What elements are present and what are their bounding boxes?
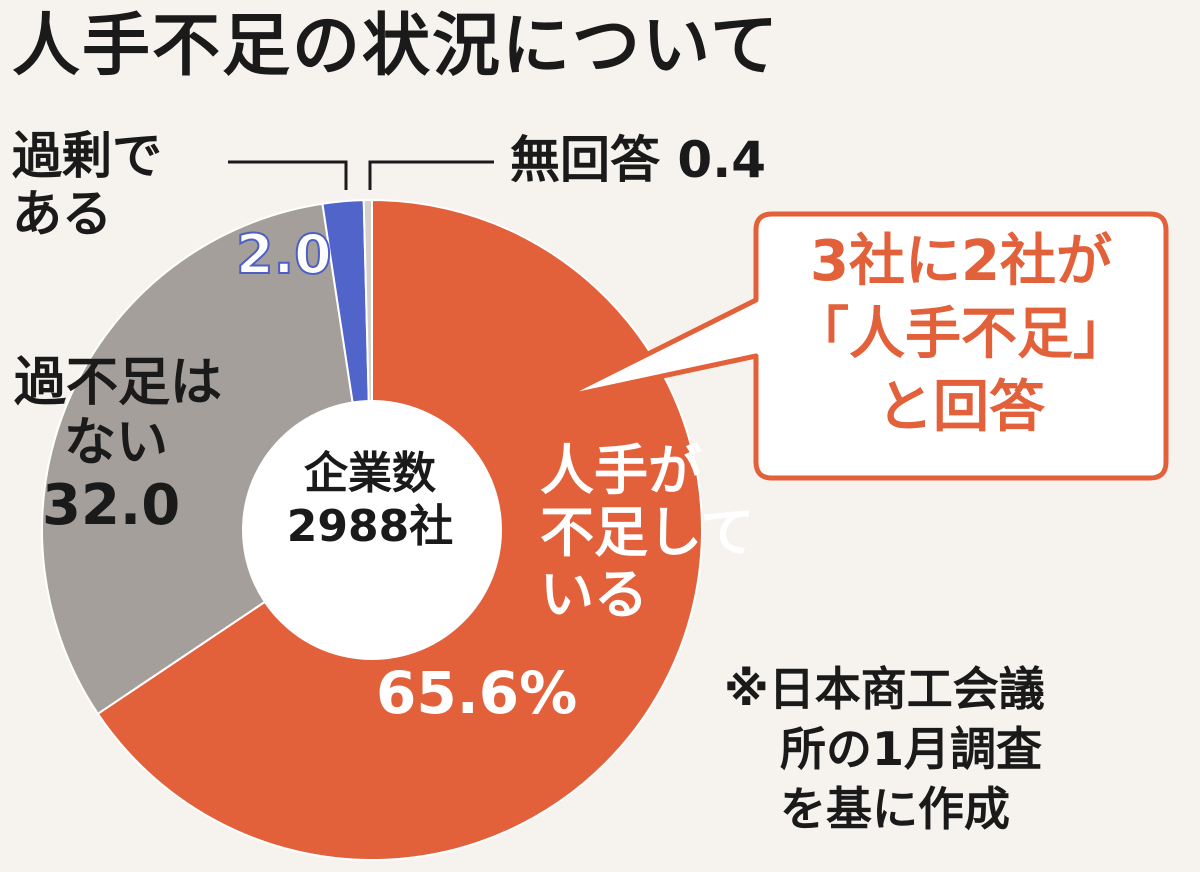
label-no-answer: 無回答 0.4 bbox=[510, 131, 766, 190]
donut-hole bbox=[242, 400, 502, 660]
label-neither-value: 32.0 bbox=[42, 472, 181, 538]
label-shortage-line-3: いる bbox=[540, 563, 648, 627]
leader-line-no-answer bbox=[368, 160, 494, 190]
center-label: 企業数 2988社 bbox=[240, 448, 500, 554]
center-label-line-1: 企業数 bbox=[304, 448, 436, 499]
source-note-line-2: 所の1月調査 bbox=[780, 721, 1043, 776]
label-no-answer-text: 無回答 bbox=[510, 131, 660, 189]
label-shortage-value: 65.6% bbox=[376, 659, 578, 727]
callout-line-2: 「人手不足」 bbox=[793, 301, 1129, 367]
chart-title: 人手不足の状況について bbox=[12, 7, 780, 86]
label-no-answer-value: 0.4 bbox=[677, 131, 766, 189]
source-note-line-1: ※日本商工会議 bbox=[724, 662, 1045, 716]
slice-neither bbox=[40, 202, 374, 716]
label-excess-line-2: ある bbox=[12, 184, 112, 243]
center-label-line-2: 2988社 bbox=[286, 500, 454, 552]
callout-line-1: 3社に2社が bbox=[810, 229, 1112, 294]
label-shortage-line-2: 不足して bbox=[540, 501, 755, 565]
source-note-line-3: を基に作成 bbox=[780, 781, 1010, 836]
label-excess-line-1: 過剰で bbox=[12, 127, 162, 185]
callout-bubble bbox=[557, 211, 1169, 481]
label-shortage: 人手が 不足して いる bbox=[540, 439, 755, 627]
label-neither-line-2: ない bbox=[64, 412, 169, 473]
callout-line-3: と回答 bbox=[877, 374, 1045, 440]
label-excess-value: 2.0 bbox=[235, 222, 333, 286]
label-excess: 過剰で ある bbox=[12, 127, 162, 243]
source-note: ※日本商工会議 所の1月調査 を基に作成 bbox=[724, 660, 1045, 839]
callout-text: 3社に2社が 「人手不足」 と回答 bbox=[756, 214, 1166, 478]
leader-lines bbox=[228, 160, 494, 190]
label-neither-line-1: 過不足は bbox=[14, 353, 223, 413]
label-neither: 過不足は ない 32.0 bbox=[14, 353, 223, 538]
label-shortage-line-1: 人手が bbox=[540, 439, 702, 502]
leader-line-excess bbox=[228, 160, 348, 190]
